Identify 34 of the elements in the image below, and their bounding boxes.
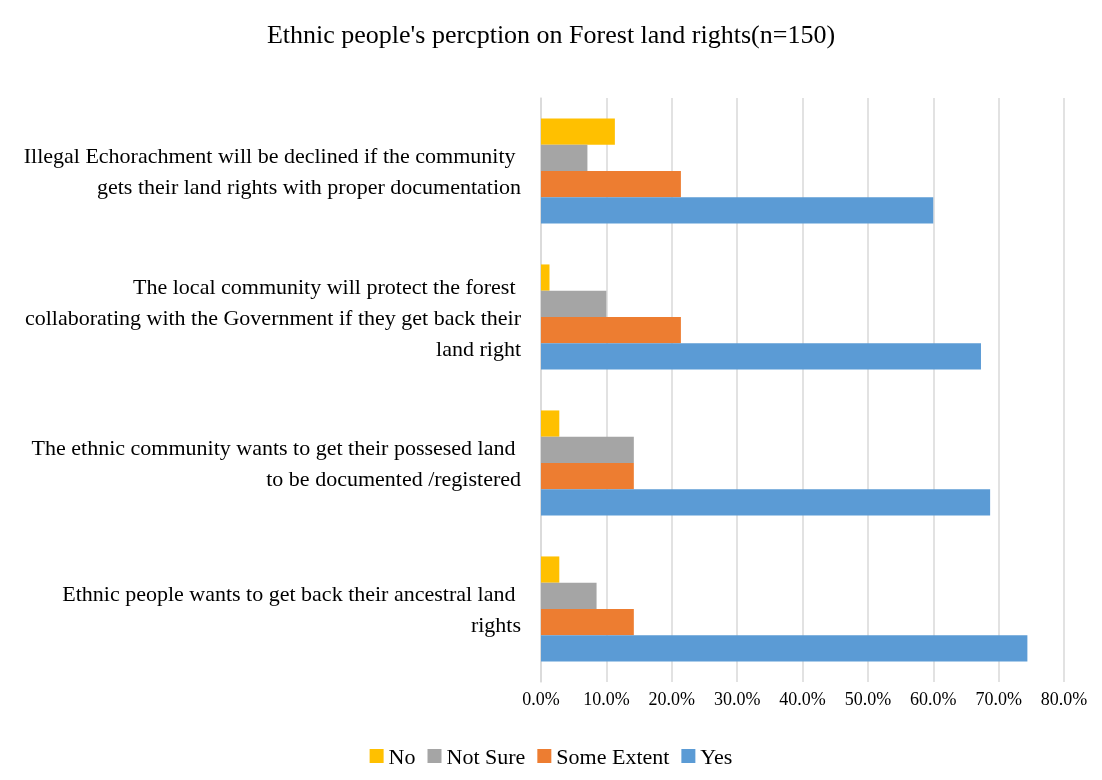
bar: [541, 171, 681, 198]
bar: [541, 264, 550, 291]
y-tick-label: The local community will protect the forest collaborating with the Government if they get back their land right: [24, 273, 522, 361]
x-tick-label: 80.0%: [1040, 689, 1088, 709]
bar: [541, 317, 681, 344]
bar: [541, 410, 560, 437]
bar: [541, 556, 560, 583]
bar: [541, 436, 634, 463]
legend-label: Not Sure: [446, 743, 526, 769]
bar: [541, 609, 634, 636]
x-tick-label: 10.0%: [583, 689, 630, 709]
legend-label: Yes: [700, 743, 733, 769]
bar: [541, 582, 597, 609]
y-tick-label: Ethnic people wants to get back their ancestral land rights: [62, 581, 521, 637]
bar: [541, 144, 588, 171]
bar: [541, 197, 934, 224]
bar: [541, 290, 607, 317]
x-tick-label: 20.0%: [648, 689, 695, 709]
x-tick-label: 40.0%: [779, 689, 826, 709]
x-tick-label: 60.0%: [910, 689, 957, 709]
x-tick-label: 70.0%: [975, 689, 1022, 709]
legend-label: No: [388, 743, 416, 769]
bar: [541, 118, 615, 145]
y-tick-label: Illegal Echorachment will be declined if the community gets their land rights with proper documentation: [23, 143, 521, 199]
x-tick-label: 50.0%: [844, 689, 892, 709]
x-tick-label: 0.0%: [522, 689, 560, 709]
bar: [541, 635, 1028, 662]
bar: [541, 489, 991, 516]
bar: [541, 463, 634, 490]
chart-title: Ethnic people's percption on Forest land rights(n=150): [266, 19, 836, 49]
x-tick-label: 30.0%: [713, 689, 761, 709]
bar: [541, 343, 981, 370]
y-tick-label: The ethnic community wants to get their possesed land to be documented /registered: [31, 435, 521, 491]
legend-label: Some Extent: [556, 743, 670, 769]
